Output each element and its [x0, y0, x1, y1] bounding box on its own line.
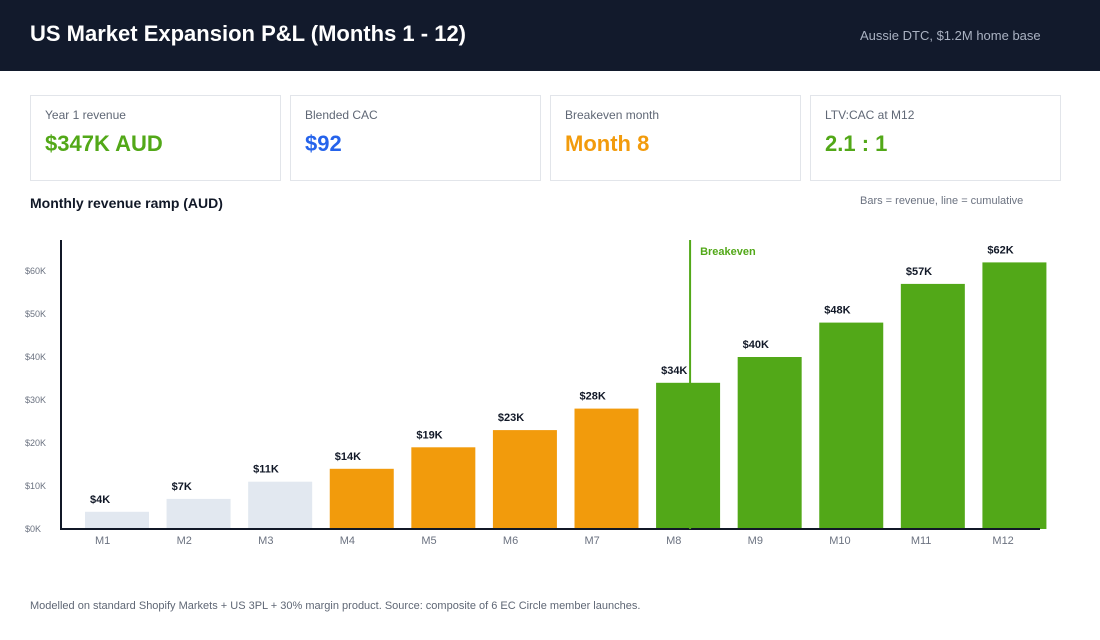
- data-label-m11: $57K: [906, 266, 932, 278]
- x-tick-label-m12: M12: [992, 535, 1013, 547]
- x-tick-label-m8: M8: [666, 535, 681, 547]
- kpi-label: Year 1 revenue: [45, 108, 126, 122]
- x-tick-label-m11: M11: [911, 535, 932, 547]
- data-label-m5: $19K: [416, 429, 442, 441]
- bar-m7: [574, 408, 639, 529]
- bar-m12: [982, 262, 1047, 529]
- kpi-value: $347K AUD: [45, 131, 163, 156]
- bar-m4: [329, 468, 394, 529]
- bar-m3: [248, 481, 313, 529]
- chart-title: Monthly revenue ramp (AUD): [30, 195, 223, 211]
- data-label-m4: $14K: [335, 451, 361, 463]
- y-tick-label: $0K: [25, 524, 41, 534]
- y-tick-label: $50K: [25, 309, 46, 319]
- bar-m1: [85, 511, 149, 529]
- x-tick-label-m1: M1: [95, 535, 110, 547]
- x-tick-label-m6: M6: [503, 535, 518, 547]
- x-tick-label-m4: M4: [340, 535, 355, 547]
- kpi-card-year1-revenue: Year 1 revenue $347K AUD: [30, 95, 281, 181]
- y-tick-label: $30K: [25, 395, 46, 405]
- x-tick-label-m7: M7: [585, 535, 600, 547]
- data-label-m8: $34K: [661, 365, 687, 377]
- revenue-bar-chart: $0K $10K $20K $30K $40K $50K $60K $4K M1 $7K M2 $11…: [25, 240, 1047, 547]
- footnote: Modelled on standard Shopify Markets + U…: [30, 600, 641, 612]
- kpi-label: LTV:CAC at M12: [825, 108, 915, 122]
- page-subtitle: Aussie DTC, $1.2M home base: [860, 28, 1041, 43]
- data-label-m10: $48K: [824, 305, 850, 317]
- x-tick-label-m10: M10: [829, 535, 850, 547]
- data-label-m12: $62K: [987, 244, 1013, 256]
- data-label-m7: $28K: [580, 391, 606, 403]
- bar-m2: [166, 498, 231, 529]
- page-title: US Market Expansion P&L (Months 1 - 12): [30, 21, 467, 46]
- kpi-card-ltv-cac: LTV:CAC at M12 2.1 : 1: [810, 95, 1061, 181]
- data-label-m3: $11K: [253, 464, 279, 476]
- kpi-value: $92: [305, 131, 342, 156]
- bar-m8: [656, 382, 721, 529]
- breakeven-label: Breakeven: [700, 246, 756, 258]
- bar-m6: [492, 430, 557, 529]
- kpi-label: Breakeven month: [565, 108, 660, 122]
- bar-m9: [737, 357, 802, 529]
- y-tick-label: $40K: [25, 352, 46, 362]
- bar-m10: [819, 322, 884, 529]
- data-label-m2: $7K: [172, 481, 192, 493]
- data-label-m9: $40K: [743, 339, 769, 351]
- bar-m5: [411, 447, 476, 529]
- data-label-m6: $23K: [498, 412, 524, 424]
- kpi-value: 2.1 : 1: [825, 131, 888, 156]
- bar-m11: [900, 283, 965, 529]
- kpi-card-blended-cac: Blended CAC $92: [290, 95, 541, 181]
- data-label-m1: $4K: [90, 494, 110, 506]
- x-tick-label-m2: M2: [177, 535, 192, 547]
- header-bar: US Market Expansion P&L (Months 1 - 12) …: [0, 0, 1100, 71]
- kpi-card-breakeven-month: Breakeven month Month 8: [550, 95, 801, 181]
- y-tick-label: $10K: [25, 481, 46, 491]
- x-tick-label-m9: M9: [748, 535, 763, 547]
- x-tick-label-m3: M3: [258, 535, 273, 547]
- kpi-label: Blended CAC: [305, 108, 378, 122]
- y-tick-label: $20K: [25, 438, 46, 448]
- chart-legend-note: Bars = revenue, line = cumulative: [860, 195, 1024, 207]
- x-tick-label-m5: M5: [421, 535, 436, 547]
- kpi-value: Month 8: [565, 131, 650, 156]
- y-tick-label: $60K: [25, 266, 46, 276]
